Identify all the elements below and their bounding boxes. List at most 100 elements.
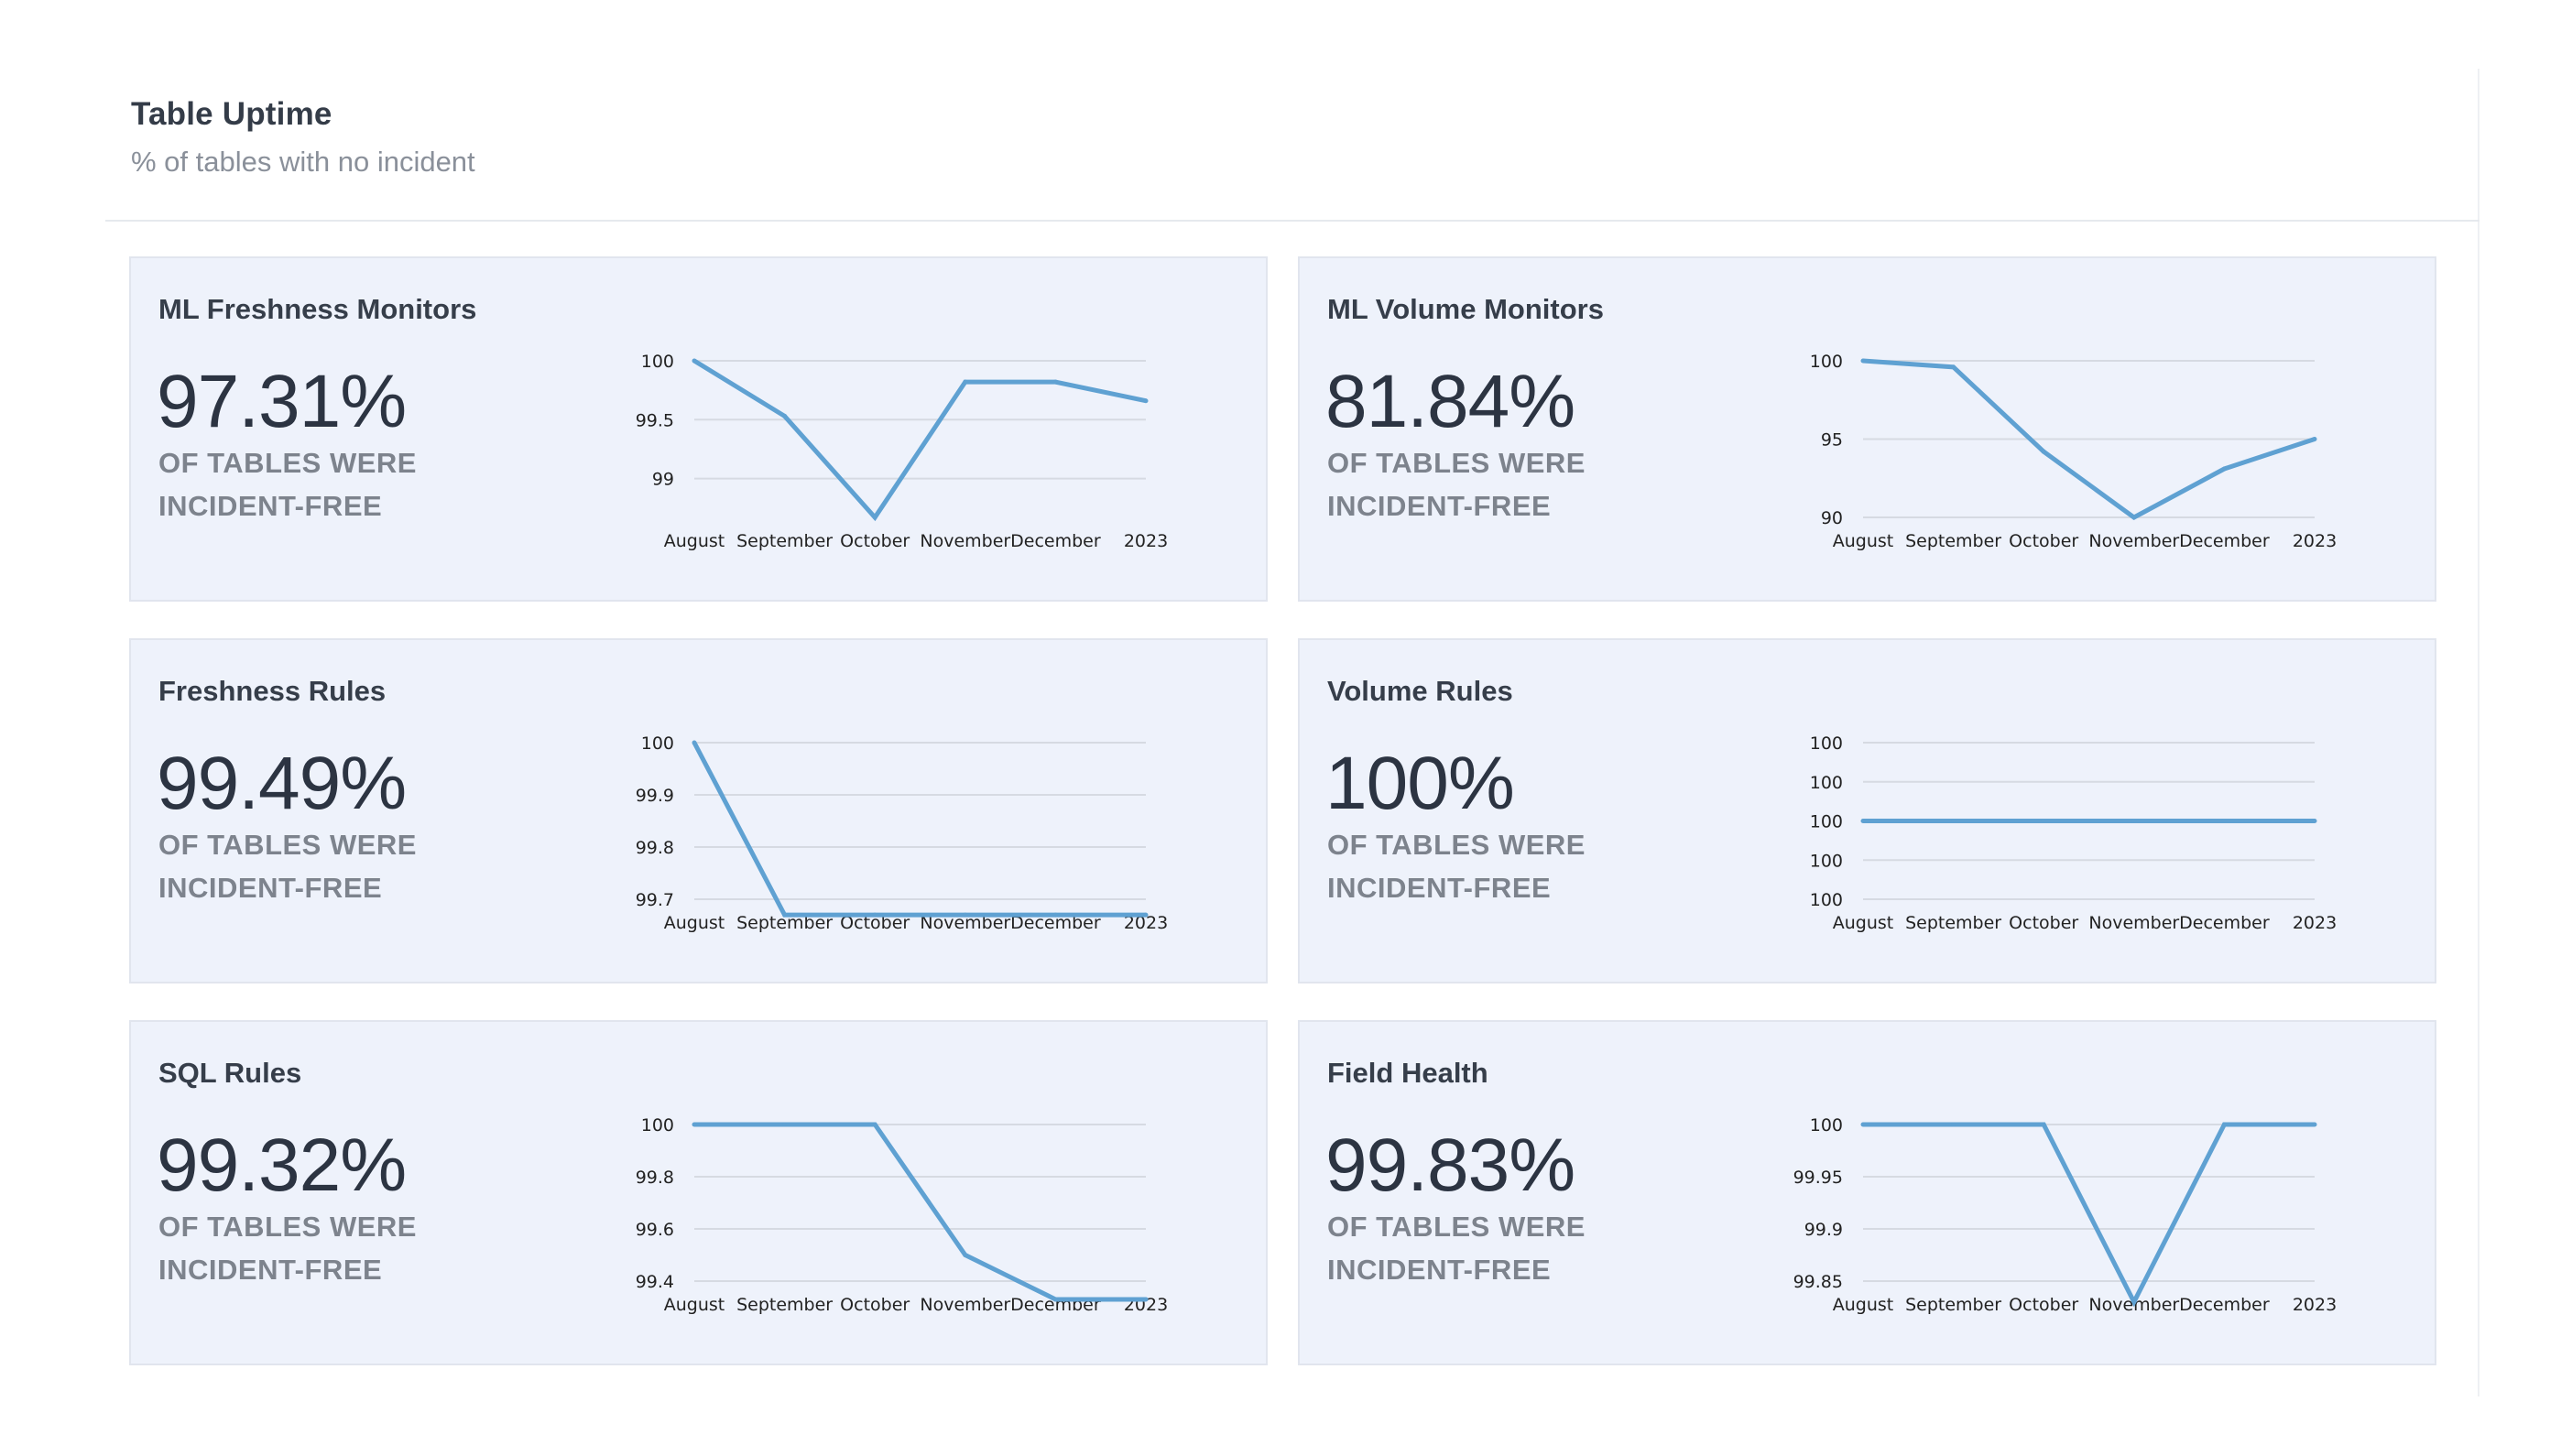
x-tick-label: October bbox=[2009, 1295, 2078, 1315]
data-point bbox=[1951, 1122, 1956, 1127]
y-tick-label: 100 bbox=[1810, 733, 1843, 754]
series-line bbox=[692, 741, 1146, 918]
x-tick-label: December bbox=[2179, 1295, 2270, 1315]
panel-subtitle: % of tables with no incident bbox=[131, 146, 475, 178]
x-tick-label: August bbox=[664, 1295, 725, 1315]
data-point bbox=[963, 912, 968, 918]
data-point bbox=[1143, 398, 1149, 404]
data-point bbox=[872, 1122, 877, 1127]
y-tick-label: 99.6 bbox=[636, 1220, 674, 1240]
card-sql-rules: SQL Rules 99.32% OF TABLES WERE INCIDENT… bbox=[129, 1020, 1268, 1365]
card-title: Freshness Rules bbox=[158, 675, 387, 707]
x-tick-label: 2023 bbox=[2293, 913, 2337, 933]
data-point bbox=[692, 1122, 697, 1127]
y-tick-label: 100 bbox=[1810, 773, 1843, 793]
x-tick-label: 2023 bbox=[1124, 913, 1168, 933]
y-tick-label: 99.8 bbox=[636, 1168, 674, 1188]
data-point bbox=[872, 912, 877, 918]
data-point bbox=[1951, 819, 1956, 823]
x-tick-label: October bbox=[840, 531, 910, 551]
series-line bbox=[1862, 358, 2316, 520]
panel-header: Table Uptime % of tables with no inciden… bbox=[131, 96, 475, 179]
data-point bbox=[2221, 466, 2227, 472]
y-tick-label: 99.5 bbox=[636, 410, 674, 430]
x-tick-label: October bbox=[840, 1295, 910, 1315]
y-tick-label: 100 bbox=[1810, 851, 1843, 871]
y-tick-label: 99.95 bbox=[1793, 1168, 1843, 1188]
data-point bbox=[692, 740, 697, 745]
data-point bbox=[782, 413, 788, 418]
x-tick-label: September bbox=[736, 531, 833, 551]
header-divider bbox=[105, 220, 2479, 222]
card-volume-rules: Volume Rules 100% OF TABLES WERE INCIDEN… bbox=[1298, 638, 2436, 983]
data-point bbox=[1143, 912, 1149, 918]
y-tick-label: 99.7 bbox=[636, 890, 674, 910]
data-point bbox=[2041, 1122, 2046, 1127]
card-value: 99.83% bbox=[1325, 1124, 1575, 1207]
card-caption: OF TABLES WERE INCIDENT-FREE bbox=[1327, 1211, 1586, 1286]
chart-ml-freshness-monitors: 100 99.5 99 August September October November D… bbox=[636, 352, 1168, 551]
series-line bbox=[1863, 1122, 2315, 1308]
card-title: Field Health bbox=[1327, 1057, 1488, 1089]
card-caption: OF TABLES WERE INCIDENT-FREE bbox=[1327, 829, 1586, 904]
data-point bbox=[2131, 1299, 2137, 1305]
data-point bbox=[963, 379, 968, 385]
y-tick-label: 99.4 bbox=[636, 1272, 674, 1292]
card-title: ML Freshness Monitors bbox=[158, 293, 477, 325]
x-tick-label: November bbox=[920, 913, 1010, 933]
y-tick-label: 100 bbox=[641, 733, 674, 754]
chart-volume-rules: 100 100 100 100 100 August September October Nov… bbox=[1810, 733, 2337, 933]
data-point bbox=[2131, 515, 2137, 520]
y-tick-label: 100 bbox=[1810, 890, 1843, 910]
y-tick-label: 100 bbox=[1810, 812, 1843, 832]
chart-ml-volume-monitors: 100 95 90 August September October November Dec… bbox=[1810, 352, 2337, 551]
card-field-health: Field Health 99.83% OF TABLES WERE INCID… bbox=[1298, 1020, 2436, 1365]
data-point bbox=[2312, 1122, 2317, 1127]
y-tick-label: 100 bbox=[641, 1115, 674, 1135]
x-tick-label: September bbox=[1905, 531, 2001, 551]
data-point bbox=[782, 1122, 788, 1127]
x-tick-label: September bbox=[1905, 913, 2001, 933]
data-point bbox=[2312, 437, 2317, 441]
y-tick-label: 100 bbox=[1810, 352, 1843, 372]
x-tick-label: September bbox=[736, 913, 833, 933]
series-line bbox=[694, 1122, 1146, 1302]
x-tick-label: September bbox=[736, 1295, 833, 1315]
x-tick-label: August bbox=[1833, 913, 1894, 933]
x-tick-label: October bbox=[2009, 913, 2078, 933]
y-tick-label: 99 bbox=[652, 470, 674, 490]
y-tick-label: 99.9 bbox=[636, 786, 674, 806]
data-point bbox=[872, 515, 877, 520]
card-value: 81.84% bbox=[1325, 360, 1575, 443]
x-tick-label: November bbox=[920, 531, 1010, 551]
x-tick-label: 2023 bbox=[2293, 531, 2337, 551]
y-tick-label: 99.9 bbox=[1804, 1220, 1843, 1240]
y-tick-label: 95 bbox=[1821, 430, 1843, 451]
chart-freshness-rules: 100 99.9 99.8 99.7 August September October Nov… bbox=[636, 733, 1168, 933]
card-title: ML Volume Monitors bbox=[1327, 293, 1604, 325]
card-title: SQL Rules bbox=[158, 1057, 302, 1089]
x-tick-label: November bbox=[920, 1295, 1010, 1315]
data-point bbox=[1860, 819, 1866, 823]
data-point bbox=[692, 358, 697, 364]
x-tick-label: August bbox=[664, 913, 725, 933]
data-point bbox=[963, 1253, 968, 1257]
table-uptime-panel: Table Uptime % of tables with no inciden… bbox=[105, 69, 2479, 1396]
y-tick-label: 99.85 bbox=[1793, 1272, 1843, 1292]
data-point bbox=[1951, 364, 1956, 370]
card-ml-freshness-monitors: ML Freshness Monitors 97.31% OF TABLES W… bbox=[129, 256, 1268, 602]
card-value: 97.31% bbox=[157, 360, 407, 443]
x-tick-label: August bbox=[1833, 531, 1894, 551]
data-point bbox=[1860, 1122, 1866, 1127]
data-point bbox=[2041, 819, 2046, 823]
x-tick-label: 2023 bbox=[2293, 1295, 2337, 1315]
x-tick-label: August bbox=[1833, 1295, 1894, 1315]
data-point bbox=[1052, 1297, 1058, 1302]
data-point bbox=[1052, 912, 1058, 918]
card-freshness-rules: Freshness Rules 99.49% OF TABLES WERE IN… bbox=[129, 638, 1268, 983]
x-tick-label: October bbox=[2009, 531, 2078, 551]
card-value: 99.32% bbox=[157, 1124, 407, 1207]
series-line bbox=[692, 358, 1147, 522]
x-tick-label: December bbox=[2179, 531, 2270, 551]
